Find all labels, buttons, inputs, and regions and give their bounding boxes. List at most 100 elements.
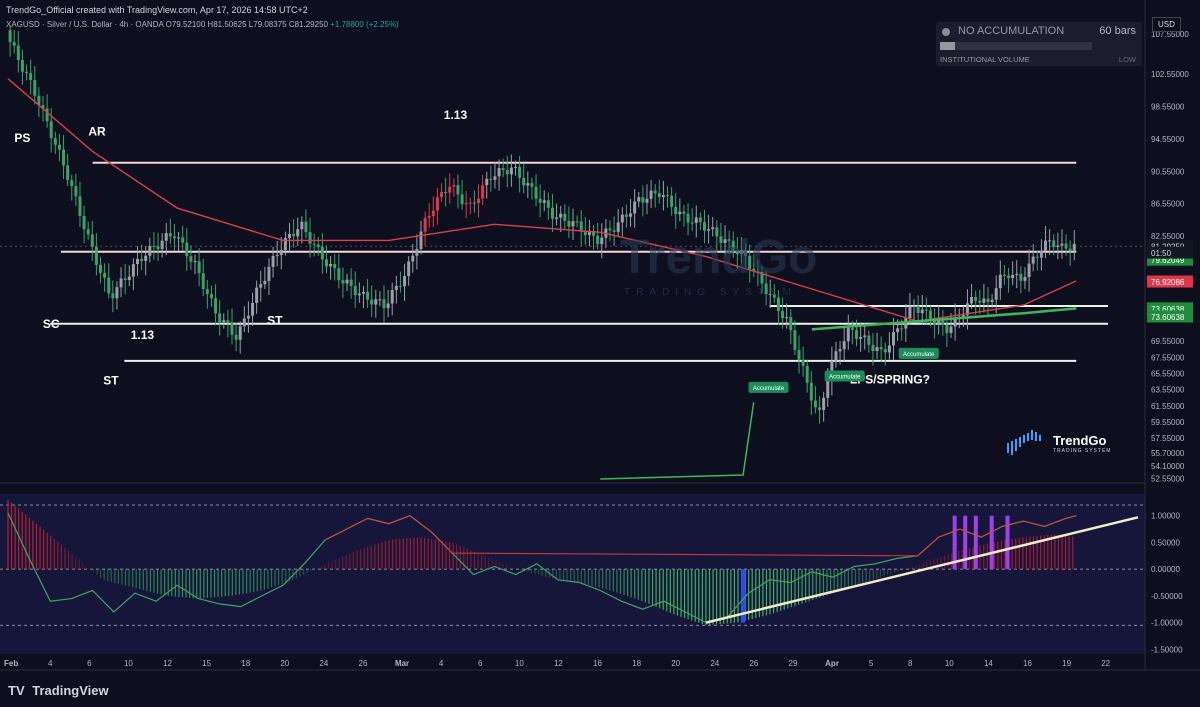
candle-body <box>990 299 994 303</box>
time-axis-tick: 10 <box>515 659 524 668</box>
candle-body <box>74 186 78 197</box>
candle-body <box>1039 250 1043 258</box>
candle-body <box>986 298 990 303</box>
candle-body <box>152 245 156 247</box>
price-axis-tick: 61.55000 <box>1151 402 1185 411</box>
price-axis-tick: 82.55000 <box>1151 232 1185 241</box>
candle-body <box>62 149 66 166</box>
candle-body <box>937 320 941 325</box>
candle-body <box>961 315 965 317</box>
candle-body <box>144 255 148 261</box>
candle-body <box>838 349 842 352</box>
candle-body <box>1011 274 1015 279</box>
accumulate-badge-label: Accumulate <box>903 352 935 358</box>
candle-body <box>863 335 867 337</box>
candle-body <box>505 170 509 175</box>
time-axis-tick: 18 <box>241 659 250 668</box>
time-axis-tick: 26 <box>359 659 368 668</box>
candle-body <box>468 202 472 204</box>
candle-body <box>620 214 624 223</box>
candle-body <box>653 190 657 194</box>
candle-body <box>855 329 859 339</box>
candle-body <box>538 198 542 203</box>
price-axis-tick: 94.55000 <box>1151 135 1185 144</box>
candle-body <box>226 320 230 323</box>
tradingview-brand[interactable]: TV TradingView <box>8 683 109 698</box>
candle-body <box>974 297 978 301</box>
candle-body <box>8 30 12 43</box>
wyckoff-label: ST <box>103 373 119 387</box>
candle-body <box>596 235 600 245</box>
candle-body <box>559 213 563 218</box>
accumulate-badge-bg <box>824 370 865 382</box>
time-axis-tick: 29 <box>789 659 798 668</box>
candle-body <box>398 285 402 287</box>
time-axis-tick: 4 <box>439 659 444 668</box>
candle-body <box>378 299 382 301</box>
candle-body <box>793 330 797 350</box>
purple-signal-bar <box>973 515 978 570</box>
candle-body <box>678 211 682 215</box>
institutional-volume-label: INSTITUTIONAL VOLUME <box>940 55 1030 64</box>
candle-body <box>370 299 374 305</box>
candle-body <box>711 227 715 230</box>
candle-body <box>982 298 986 303</box>
candle-body <box>900 328 904 330</box>
candle-body <box>633 201 637 214</box>
candle-body <box>624 214 628 217</box>
candle-body <box>448 186 452 193</box>
symbol-label: XAGUSD · Silver / U.S. Dollar · 4h · OAN… <box>6 20 164 29</box>
candle-body <box>103 272 107 278</box>
accumulate-badge-label: Accumulate <box>753 386 785 392</box>
candle-body <box>94 246 98 265</box>
price-tag-bg <box>1147 310 1193 323</box>
candle-body <box>797 349 801 360</box>
candle-body <box>263 280 267 285</box>
candle-body <box>361 291 365 294</box>
candle-body <box>1007 275 1011 279</box>
candle-body <box>637 197 641 202</box>
price-axis-tick: 98.55000 <box>1151 103 1185 112</box>
candle-body <box>513 166 517 168</box>
candle-body <box>29 73 33 81</box>
price-tag-label: 73.60638 <box>1151 313 1185 322</box>
candle-body <box>337 268 341 281</box>
candle-body <box>115 287 119 299</box>
candle-body <box>1048 240 1052 242</box>
oscillator-axis-tick: 0.00000 <box>1151 565 1180 574</box>
time-axis-tick: 22 <box>1101 659 1110 668</box>
time-axis-tick: 6 <box>478 659 483 668</box>
candle-body <box>834 351 838 361</box>
candle-body <box>374 299 378 305</box>
candle-body <box>978 300 982 303</box>
time-axis-tick: 6 <box>87 659 92 668</box>
currency-button[interactable]: USD <box>1152 17 1181 32</box>
candle-body <box>801 359 805 366</box>
time-axis-tick: 24 <box>319 659 328 668</box>
candle-body <box>994 288 998 300</box>
price-axis-tick: 55.70000 <box>1151 449 1185 458</box>
candle-body <box>518 166 522 178</box>
candle-body <box>941 320 945 325</box>
candle-body <box>826 380 830 398</box>
candle-body <box>33 80 37 96</box>
candle-body <box>177 237 181 239</box>
volume-meter-fill <box>940 42 956 50</box>
wyckoff-label: 1.13 <box>131 328 155 342</box>
candle-body <box>908 306 912 319</box>
candle-body <box>390 290 394 304</box>
oscillator-axis-tick: 1.00000 <box>1151 512 1180 521</box>
candle-body <box>127 276 131 281</box>
candle-body <box>497 168 501 177</box>
candle-body <box>131 264 135 277</box>
time-axis-tick: 10 <box>124 659 133 668</box>
candle-body <box>70 180 74 187</box>
candle-body <box>616 222 620 232</box>
time-axis-tick: 20 <box>671 659 680 668</box>
candle-body <box>752 268 756 272</box>
trendgo-subtitle: TRADING SYSTEM <box>1053 448 1112 454</box>
candle-body <box>485 178 489 186</box>
time-axis-tick: 8 <box>908 659 913 668</box>
candle-body <box>1060 243 1064 246</box>
